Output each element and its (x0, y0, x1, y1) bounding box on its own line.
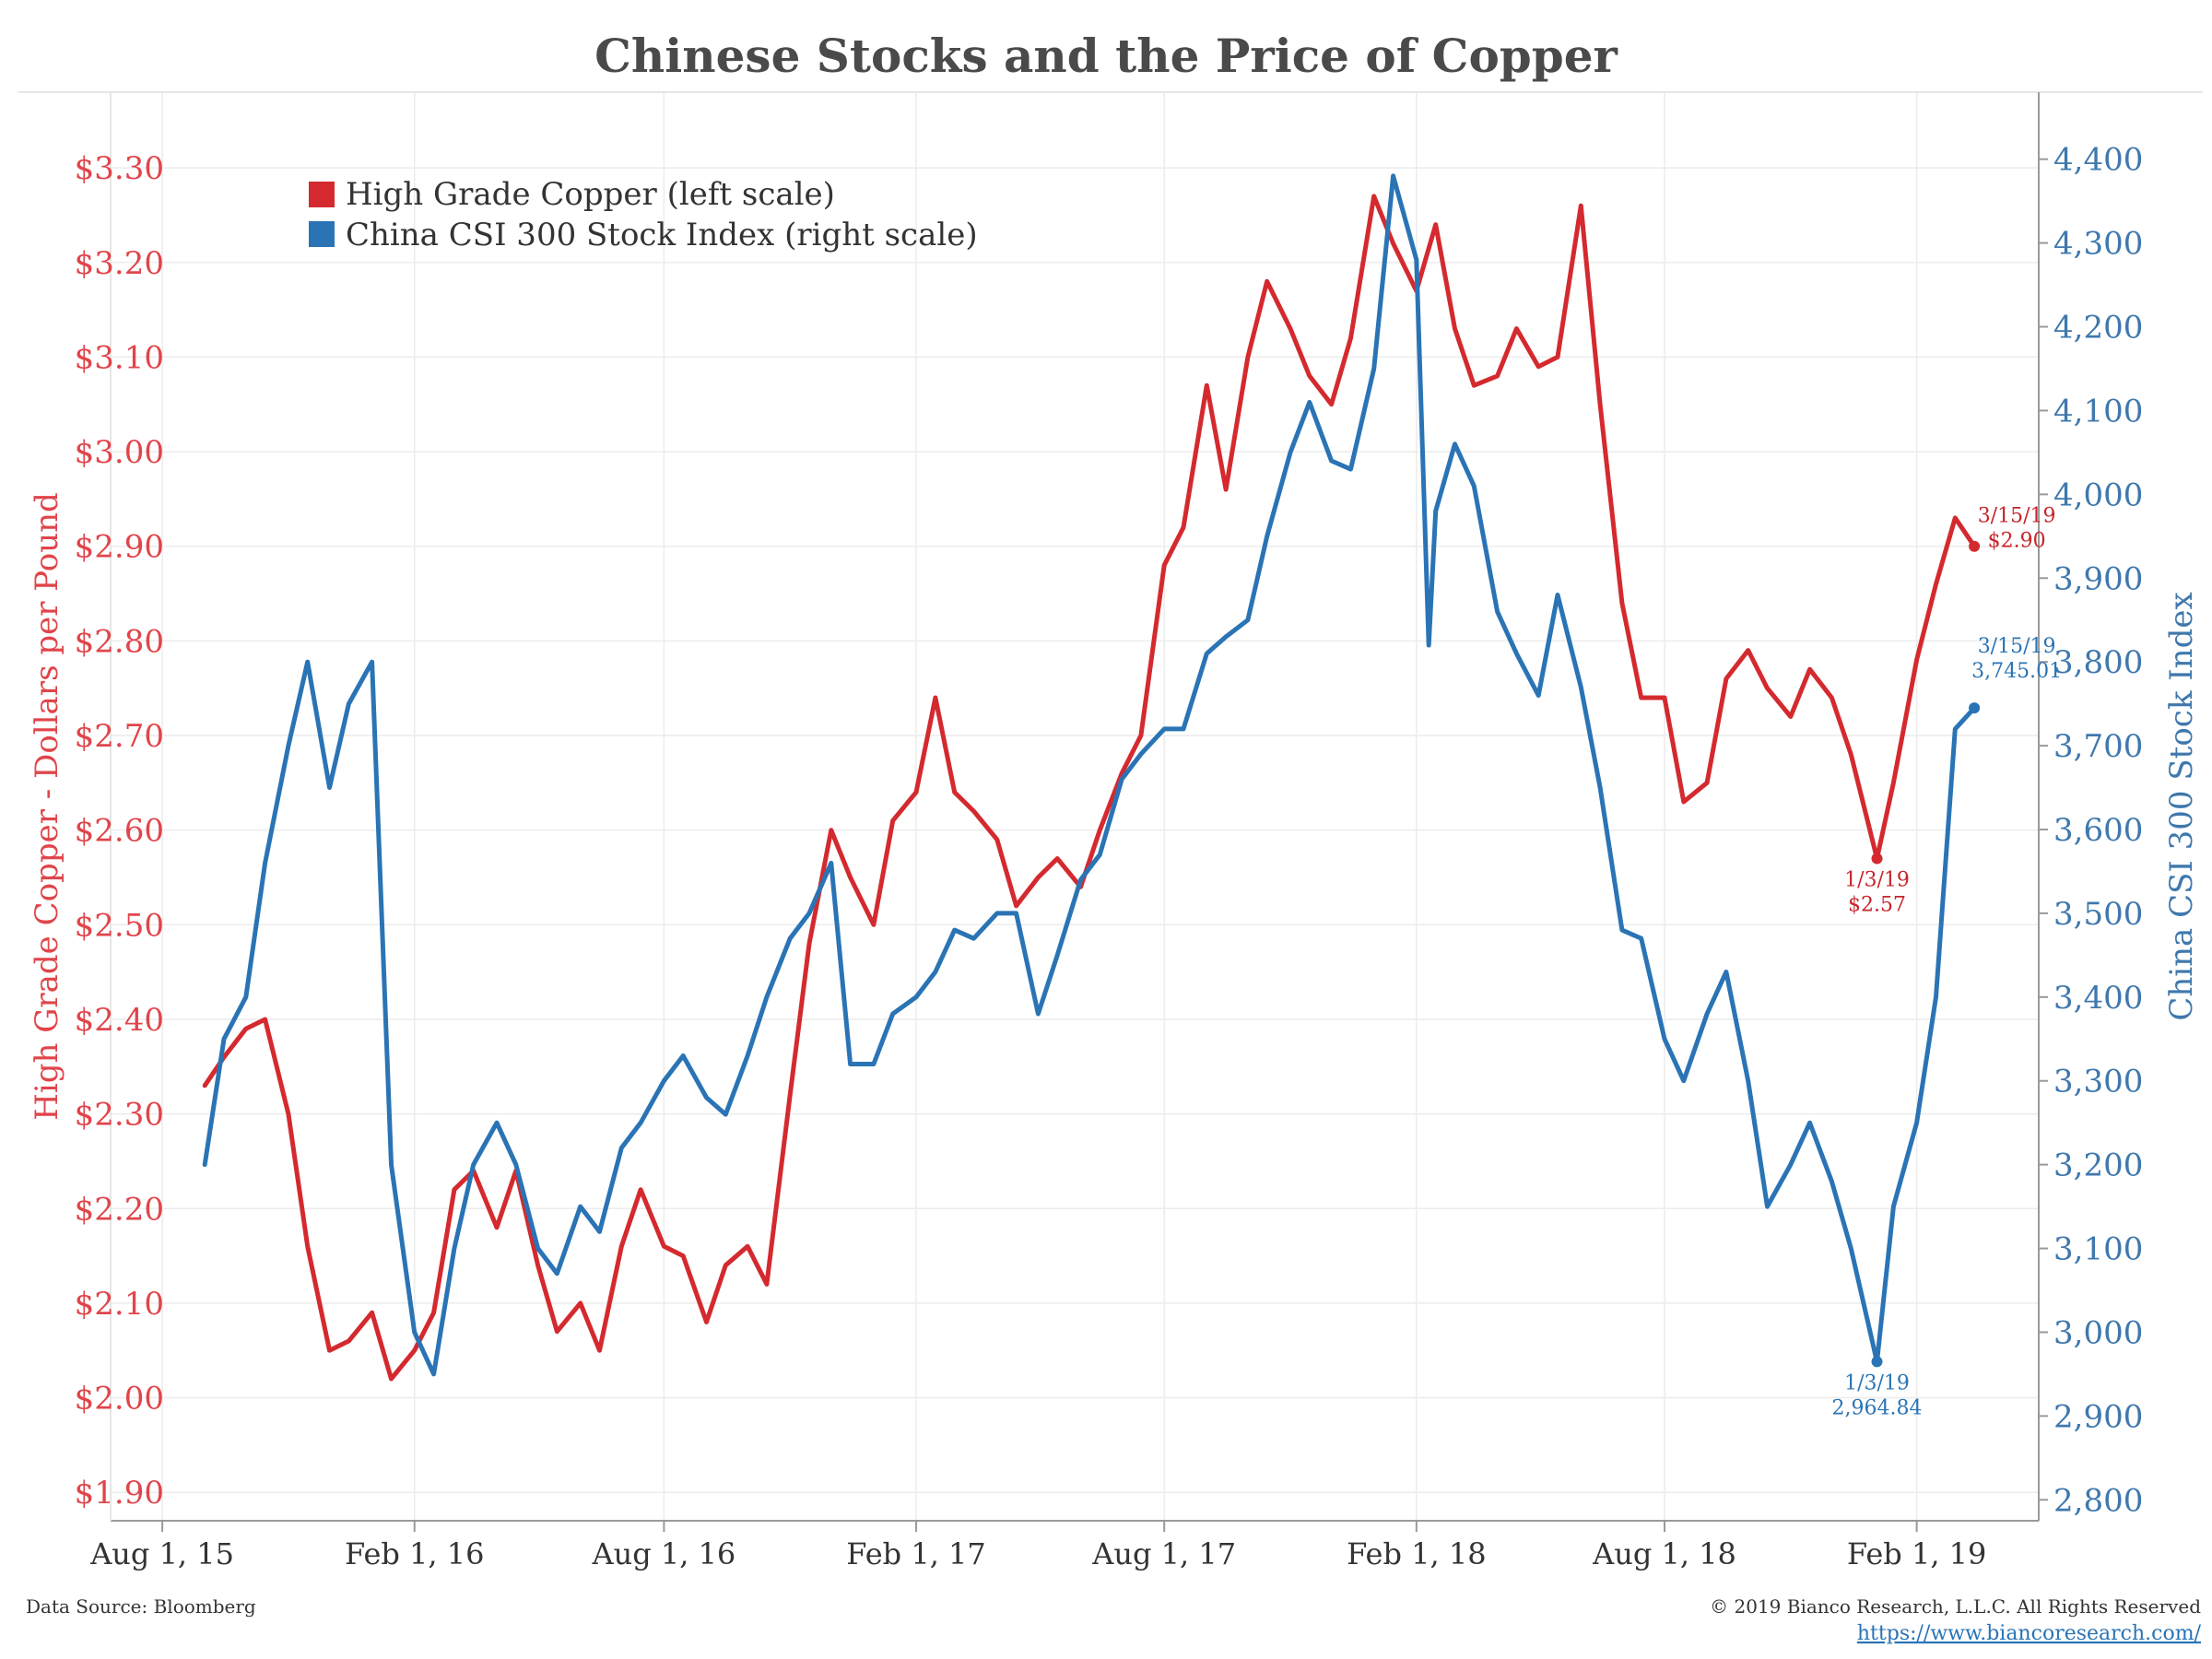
right-tick-label: 4,200 (2053, 310, 2143, 347)
legend-swatch-csi300 (309, 221, 335, 247)
x-tick-label: Aug 1, 16 (591, 1536, 735, 1571)
right-tick-label: 4,400 (2053, 142, 2143, 179)
x-axis-ticks: Aug 1, 15 Feb 1, 16 Aug 1, 16 Feb 1, 17 Aug … (89, 1536, 1986, 1571)
left-tick-label: $2.50 (75, 907, 164, 944)
annotation-point (1871, 853, 1883, 865)
chart-title: Chinese Stocks and the Price of Copper (594, 29, 1618, 83)
annotation-label: 3/15/19 (1978, 635, 2056, 658)
right-tick-label: 3,800 (2053, 644, 2143, 681)
annotations: 1/3/19$2.573/15/19$2.901/3/192,964.843/1… (1832, 505, 2063, 1420)
left-tick-label: $2.10 (75, 1286, 164, 1323)
annotation-label: 1/3/19 (1844, 868, 1910, 891)
left-tick-label: $2.60 (75, 813, 164, 850)
right-tick-label: 3,100 (2053, 1231, 2143, 1268)
series-lines (202, 173, 1977, 1382)
x-tick-label: Feb 1, 19 (1847, 1536, 1986, 1571)
x-tick-label: Aug 1, 17 (1091, 1536, 1236, 1571)
right-tick-label: 3,500 (2053, 896, 2143, 933)
right-axis-ticks: 2,800 2,900 3,000 3,100 3,200 3,300 3,400 3,500… (2053, 142, 2143, 1520)
left-tick-label: $3.00 (75, 434, 164, 471)
left-tick-label: $2.40 (75, 1002, 164, 1039)
legend: High Grade Copper (left scale) China CSI… (309, 176, 978, 253)
annotation-label: $2.90 (1988, 530, 2046, 553)
right-tick-label: 4,100 (2053, 393, 2143, 429)
left-tick-label: $3.10 (75, 339, 164, 376)
left-tick-label: $2.30 (75, 1097, 164, 1134)
left-tick-label: $2.80 (75, 623, 164, 660)
right-tick-label: 2,800 (2053, 1482, 2143, 1519)
right-axis-label: China CSI 300 Stock Index (2163, 592, 2200, 1020)
annotation-point (1969, 702, 1981, 714)
axes (18, 91, 2203, 1532)
left-tick-label: $2.00 (75, 1381, 164, 1418)
annotation-label: 3/15/19 (1978, 505, 2056, 528)
legend-label-csi300: China CSI 300 Stock Index (right scale) (346, 217, 978, 253)
x-tick-label: Feb 1, 18 (1347, 1536, 1486, 1571)
left-tick-label: $2.90 (75, 529, 164, 566)
right-tick-label: 4,300 (2053, 226, 2143, 263)
annotation-label: 3,745.01 (1971, 660, 2062, 683)
copper-line (202, 194, 1977, 1382)
x-tick-label: Aug 1, 18 (1592, 1536, 1736, 1571)
legend-swatch-copper (309, 182, 335, 207)
right-tick-label: 3,200 (2053, 1147, 2143, 1184)
right-tick-label: 4,000 (2053, 477, 2143, 513)
left-axis-label: High Grade Copper - Dollars per Pound (29, 492, 65, 1121)
right-tick-label: 3,700 (2053, 728, 2143, 765)
right-tick-label: 3,600 (2053, 812, 2143, 849)
x-tick-label: Aug 1, 15 (89, 1536, 234, 1571)
legend-label-copper: High Grade Copper (left scale) (346, 176, 835, 213)
annotation-label: $2.57 (1848, 893, 1906, 916)
left-tick-label: $2.70 (75, 718, 164, 755)
left-axis-ticks: $1.90 $2.00 $2.10 $2.20 $2.30 $2.40 $2.50 $2.60… (75, 150, 164, 1512)
right-tick-label: 3,400 (2053, 980, 2143, 1017)
data-source: Data Source: Bloomberg (26, 1595, 256, 1618)
left-tick-label: $3.20 (75, 245, 164, 282)
right-tick-label: 3,300 (2053, 1064, 2143, 1100)
x-tick-label: Feb 1, 16 (345, 1536, 484, 1571)
right-tick-label: 3,900 (2053, 560, 2143, 597)
annotation-point (1871, 1356, 1883, 1368)
left-tick-label: $3.30 (75, 150, 164, 187)
right-tick-label: 3,000 (2053, 1314, 2143, 1351)
right-tick-label: 2,900 (2053, 1398, 2143, 1435)
annotation-label: 1/3/19 (1844, 1371, 1910, 1394)
gridlines (111, 92, 2039, 1521)
annotation-point (1969, 540, 1981, 552)
left-tick-label: $1.90 (75, 1475, 164, 1512)
copyright: © 2019 Bianco Research, L.L.C. All Right… (1710, 1595, 2201, 1618)
website-link[interactable]: https://www.biancoresearch.com/ (1857, 1622, 2202, 1645)
annotation-label: 2,964.84 (1832, 1396, 1923, 1419)
x-tick-label: Feb 1, 17 (846, 1536, 985, 1571)
csi300-line (202, 173, 1977, 1377)
left-tick-label: $2.20 (75, 1191, 164, 1228)
